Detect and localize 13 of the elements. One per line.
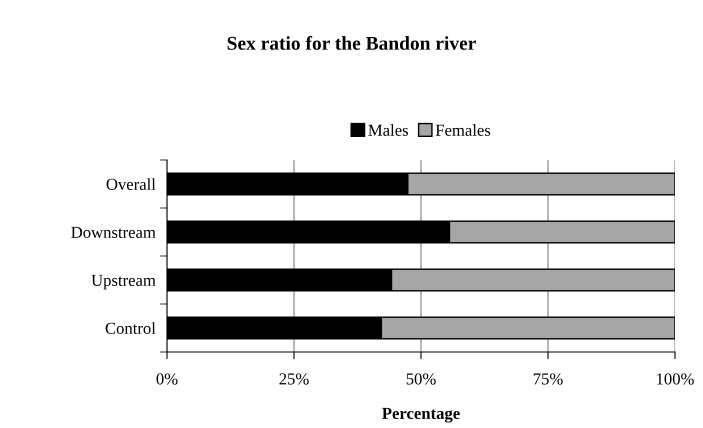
x-tick-label: 0% [156, 373, 178, 385]
x-tick-label: 75% [534, 373, 563, 385]
chart-title: Sex ratio for the Bandon river [228, 36, 476, 50]
legend-label: Females [436, 124, 490, 136]
x-tick-label: 25% [279, 373, 309, 385]
x-axis-title: Percentage [382, 408, 460, 423]
x-tick-label: 50% [406, 373, 436, 385]
legend-label: Males [368, 124, 408, 136]
y-tick-label: Overall [106, 178, 156, 190]
x-tick-label: 100% [657, 373, 694, 385]
y-tick-label: Control [106, 322, 156, 334]
y-tick-label: Upstream [91, 274, 156, 290]
y-tick-label: Downstream [71, 226, 156, 238]
